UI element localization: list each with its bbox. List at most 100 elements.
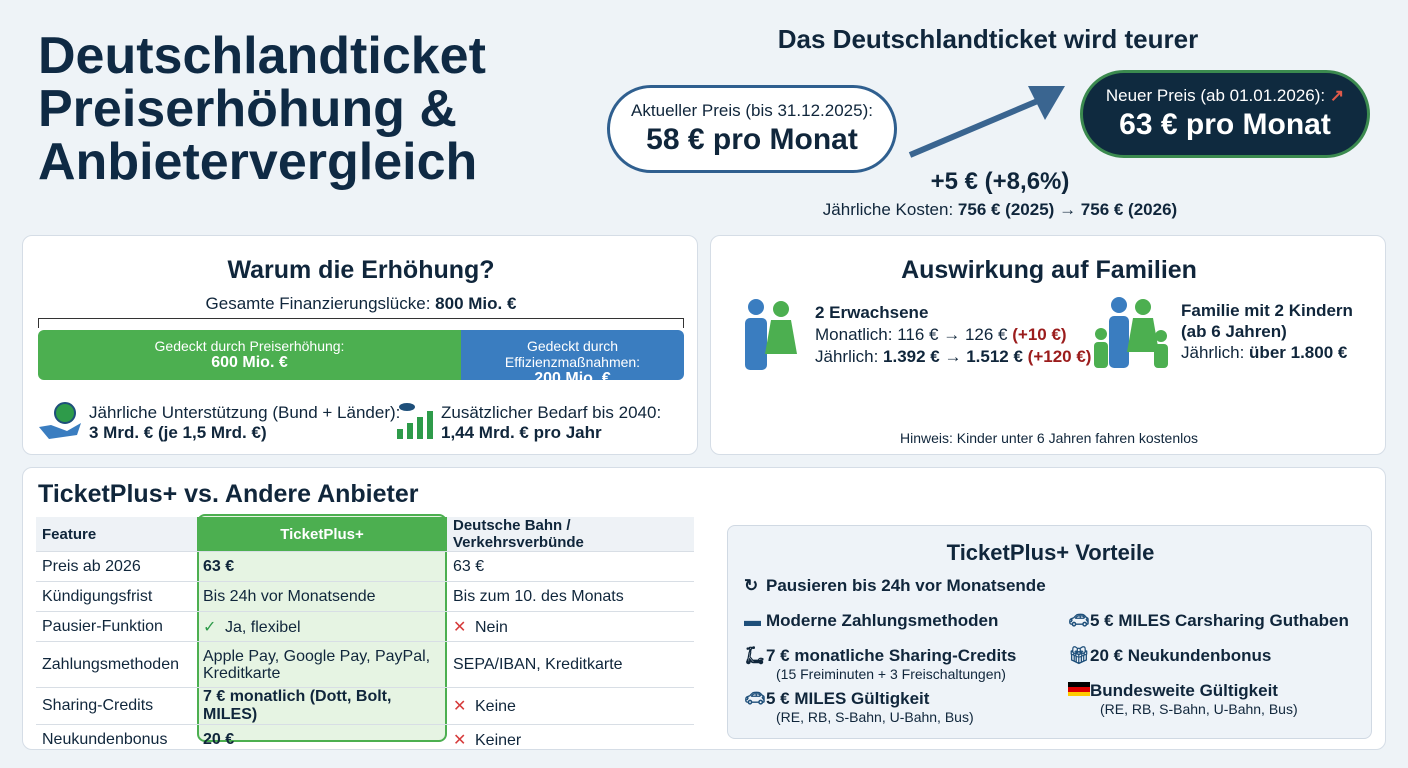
value: 1,44 Mrd. € pro Jahr: [441, 423, 602, 442]
adults-icon: [745, 299, 797, 370]
comparison-panel: TicketPlus+ vs. Andere Anbieter Feature …: [22, 467, 1386, 750]
title-line: Anbietervergleich: [38, 133, 478, 191]
line: Jährlich: 1.392 € → 1.512 € (+120 €): [815, 346, 1091, 368]
cell: Bis zum 10. des Monats: [447, 581, 694, 612]
value: über 1.800 €: [1249, 343, 1348, 362]
item-title: 5 € MILES Carsharing Guthaben: [1090, 611, 1349, 630]
heading: TicketPlus+ vs. Andere Anbieter: [38, 480, 419, 508]
price: 58 € pro Monat: [646, 123, 858, 156]
cell: 63 €: [447, 551, 694, 582]
label: Jährlich:: [1181, 343, 1245, 362]
cell: Neukundenbonus: [42, 730, 168, 748]
cell: 7 € monatlich (Dott, Bolt, MILES): [197, 687, 447, 725]
item-title: 5 € MILES Gültigkeit: [766, 689, 930, 708]
item: 🚗︎5 € MILES Gültigkeit (RE, RB, S-Bahn, U…: [744, 689, 974, 725]
segment: Gedeckt durch Preiserhöhung: 600 Mio. €: [38, 330, 461, 380]
label: Jährliche Unterstützung (Bund + Länder):: [89, 403, 401, 422]
cell: ✕ Keine: [447, 687, 694, 725]
cell: ✓ Ja, flexibel: [197, 611, 447, 642]
item: ▬ Moderne Zahlungsmethoden: [744, 611, 999, 630]
cell-text: Ja, flexibel: [225, 618, 301, 636]
cell: Sharing-Credits: [36, 687, 197, 725]
item-detail: (15 Freiminuten + 3 Freischaltungen): [776, 666, 1006, 682]
group: 2 Erwachsene Monatlich: 116 € → 126 € (+…: [815, 302, 1091, 368]
change: +5 € (+8,6%): [930, 168, 1070, 195]
item-title: 20 € Neukundenbonus: [1090, 646, 1272, 665]
group-title: Familie mit 2 Kindern (ab 6 Jahren): [1181, 301, 1353, 341]
subtitle: Das Deutschlandticket wird teurer: [777, 24, 1199, 54]
row: Kündigungsfrist Bis 24h vor Monatsende Bis…: [36, 581, 694, 612]
arrow-text: →: [1059, 200, 1077, 219]
value: 800 Mio. €: [435, 294, 517, 313]
cell: ✕ Nein: [447, 611, 694, 642]
value: 200 Mio. €: [534, 370, 611, 387]
cell-text: Keine: [475, 698, 516, 715]
item-title: Moderne Zahlungsmethoden: [766, 611, 999, 630]
cell: Kündigungsfrist: [36, 581, 197, 612]
flag-icon: [1068, 682, 1090, 696]
delta: (+10 €): [1012, 325, 1067, 344]
cell: Preis ab 2026: [36, 551, 197, 582]
gap: Gesamte Finanzierungslücke: 800 Mio. €: [23, 294, 699, 314]
item: Bundesweite Gültigkeit (RE, RB, S-Bahn, U…: [1068, 681, 1298, 717]
comparison-table: Feature TicketPlus+ Deutsche Bahn / Verk…: [36, 517, 694, 755]
cell: Bis 24h vor Monatsende: [197, 581, 447, 612]
label: Gedeckt durch Preiserhöhung:: [154, 338, 345, 354]
new-price: Neuer Preis (ab 01.01.2026): ↗ 63 € pro …: [1080, 70, 1370, 158]
note: Hinweis: Kinder unter 6 Jahren fahren ko…: [899, 430, 1199, 446]
row: Pausier-Funktion ✓ Ja, flexibel ✕ Nein: [36, 611, 694, 642]
cell: 63 €: [197, 551, 447, 582]
value: 3 Mrd. € (je 1,5 Mrd. €): [89, 423, 267, 442]
item: 🛴︎7 € monatliche Sharing-Credits (15 Frei…: [744, 646, 1017, 682]
label: Zusätzlicher Bedarf bis 2040:: [441, 403, 662, 422]
delta: (+120 €): [1027, 347, 1092, 366]
label: Neuer Preis (ab 01.01.2026): ↗: [1105, 86, 1345, 105]
cell: 20 €: [203, 730, 235, 748]
annual: Jährliche Kosten: 756 € (2025) → 756 € (…: [790, 200, 1210, 220]
header-row: Feature TicketPlus+ Deutsche Bahn / Verk…: [36, 517, 694, 552]
cell-text: Keiner: [475, 731, 522, 749]
price: 63 € pro Monat: [1119, 108, 1331, 141]
header-cell: TicketPlus+: [197, 517, 447, 552]
cell: Apple Pay, Google Pay, PayPal, Kreditkar…: [197, 641, 447, 688]
item: 🎁︎20 € Neukundenbonus: [1068, 646, 1272, 665]
label: Jährlich:: [815, 347, 879, 366]
cell: ✕ Keiner: [453, 731, 522, 749]
to: 756 € (2026): [1080, 200, 1178, 219]
item-detail: (RE, RB, S-Bahn, U-Bahn, Bus): [1100, 701, 1298, 717]
label: Gesamte Finanzierungslücke:: [205, 294, 431, 313]
bracket: [38, 318, 684, 328]
fact: Zusätzlicher Bedarf bis 2040: 1,44 Mrd. …: [441, 403, 661, 443]
from: 756 € (2025): [957, 200, 1055, 219]
title-line: Preiserhöhung &: [38, 80, 457, 138]
group: Familie mit 2 Kindern (ab 6 Jahren) Jähr…: [1181, 300, 1371, 363]
label: Gedeckt durch Effizienzmaßnahmen:: [504, 338, 641, 370]
heading: Auswirkung auf Familien: [901, 256, 1197, 284]
item-title: Pausieren bis 24h vor Monatsende: [766, 576, 1046, 595]
row: Neukundenbonus 20 € ✕ Keiner: [36, 725, 694, 755]
row: Sharing-Credits 7 € monatlich (Dott, Bolt…: [36, 687, 694, 725]
fact: Jährliche Unterstützung (Bund + Länder):…: [89, 403, 400, 443]
advantages: TicketPlus+ Vorteile ↻ Pausieren bis 24h …: [727, 525, 1372, 739]
value: 1.392 € → 1.512 €: [883, 347, 1023, 366]
item-title: Bundesweite Gültigkeit: [1090, 681, 1278, 700]
chart-icon: [397, 403, 433, 439]
cell: Pausier-Funktion: [36, 611, 197, 642]
header-cell: Feature: [36, 517, 197, 552]
current-price: Aktueller Preis (bis 31.12.2025): 58 € p…: [607, 85, 897, 173]
item: ↻ Pausieren bis 24h vor Monatsende: [744, 576, 1046, 595]
title-line: Deutschlandticket: [38, 27, 486, 85]
item: 🚗︎5 € MILES Carsharing Guthaben: [1068, 611, 1349, 630]
item-title: 7 € monatliche Sharing-Credits: [766, 646, 1017, 665]
families-panel: Auswirkung auf Familien 2 Erwachsene Mon…: [710, 235, 1386, 455]
hand-icon: [39, 402, 81, 439]
row: Zahlungsmethoden Apple Pay, Google Pay, P…: [36, 641, 694, 688]
cell: SEPA/IBAN, Kreditkarte: [447, 641, 694, 688]
row: Preis ab 2026 63 €63 €: [36, 551, 694, 582]
family-icon: [1094, 297, 1168, 368]
value: 116 € → 126 €: [897, 325, 1008, 344]
group-title: 2 Erwachsene: [815, 303, 929, 322]
cell: Zahlungsmethoden: [36, 641, 197, 688]
value: 600 Mio. €: [211, 354, 288, 371]
